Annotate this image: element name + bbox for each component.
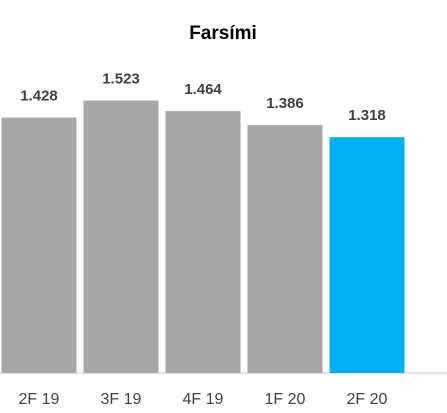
- x-tick-label: 4F 19: [183, 391, 224, 408]
- bar: [329, 137, 405, 373]
- x-tick-label: 2F 20: [347, 391, 388, 408]
- bar: [83, 100, 159, 374]
- x-tick-label: 1F 20: [265, 391, 306, 408]
- x-tick-label: 2F 19: [19, 391, 60, 408]
- value-label: 1.428: [20, 88, 58, 105]
- chart-title: Farsími: [189, 23, 257, 44]
- value-label: 1.318: [348, 107, 386, 124]
- value-label: 1.464: [184, 81, 222, 98]
- value-label: 1.523: [102, 71, 140, 88]
- bar: [247, 125, 323, 373]
- value-label: 1.386: [266, 95, 304, 112]
- x-tick-label: 3F 19: [101, 391, 142, 408]
- bar: [165, 111, 241, 374]
- bar: [1, 117, 77, 374]
